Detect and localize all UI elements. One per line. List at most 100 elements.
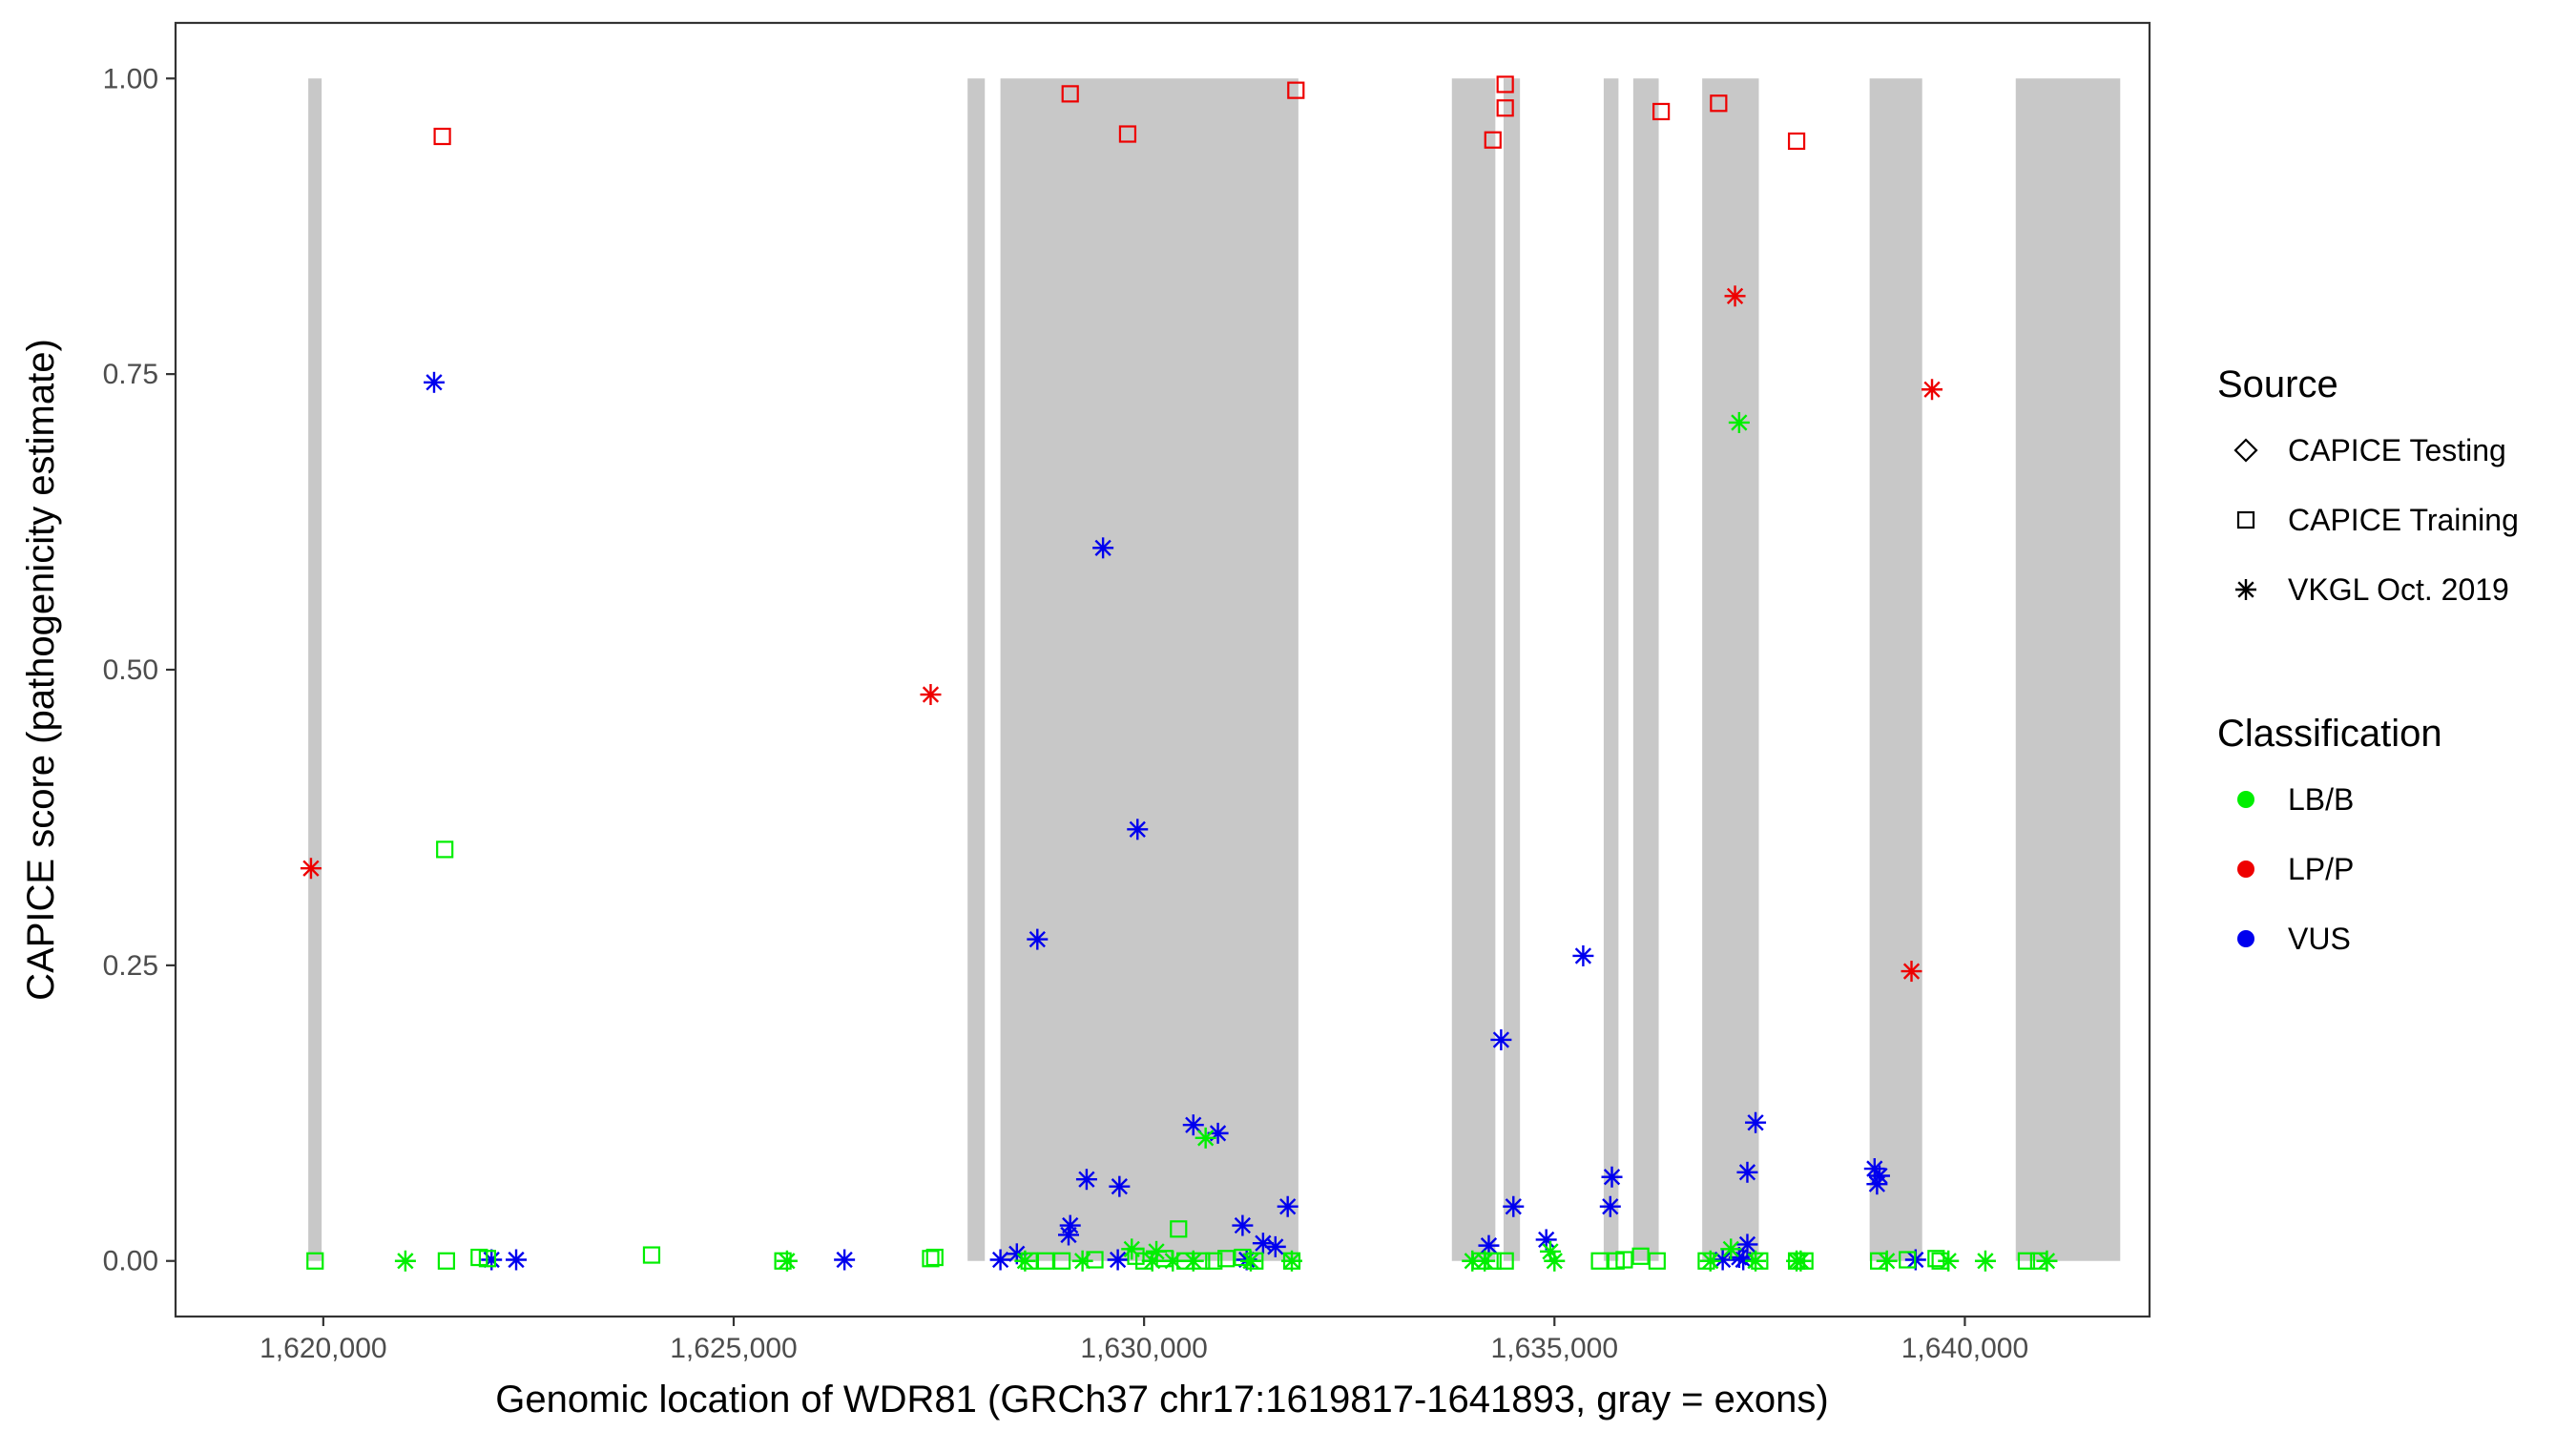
legend-source-label: CAPICE Training	[2288, 503, 2519, 537]
x-axis-title: Genomic location of WDR81 (GRCh37 chr17:…	[495, 1379, 1828, 1421]
point-lb-b-capice-training	[1590, 1252, 1609, 1270]
legend-source-title: Source	[2217, 363, 2338, 405]
point-lp-p-vkgl-oct-2019	[1724, 285, 1746, 307]
legend-classification-title: Classification	[2217, 713, 2442, 755]
point-lp-p-capice-training	[1118, 125, 1137, 143]
point-vus-vkgl-oct-2019	[1252, 1233, 1274, 1255]
point-vus-vkgl-oct-2019	[1277, 1195, 1298, 1217]
point-lp-p-capice-training	[1787, 132, 1806, 151]
point-lb-b-vkgl-oct-2019	[1876, 1250, 1898, 1272]
point-vus-vkgl-oct-2019	[1264, 1235, 1286, 1257]
x-tick-label: 1,630,000	[1080, 1333, 1207, 1364]
point-vus-vkgl-oct-2019	[834, 1249, 856, 1271]
exon-band	[1632, 78, 1659, 1261]
point-vus-vkgl-oct-2019	[1027, 928, 1049, 950]
point-vus-vkgl-oct-2019	[423, 371, 445, 393]
legend: Source CAPICE Testing CAPICE Training VKGL…	[2217, 363, 2519, 956]
point-vus-vkgl-oct-2019	[1490, 1028, 1512, 1050]
point-lb-b-vkgl-oct-2019	[1544, 1250, 1566, 1272]
point-vus-vkgl-oct-2019	[989, 1249, 1011, 1271]
point-vus-vkgl-oct-2019	[1572, 944, 1594, 966]
point-lb-b-vkgl-oct-2019	[1474, 1250, 1496, 1272]
point-lb-b-vkgl-oct-2019	[1938, 1250, 1960, 1272]
y-axis-title: CAPICE score (pathogenicity estimate)	[20, 339, 62, 1001]
point-lb-b-capice-training	[1170, 1220, 1188, 1238]
point-lb-b-capice-training	[1205, 1252, 1223, 1270]
point-vus-vkgl-oct-2019	[1057, 1224, 1079, 1246]
legend-source-items: CAPICE Testing CAPICE Training VKGL Oct. 2…	[2233, 433, 2519, 607]
point-lp-p-capice-training	[1496, 75, 1514, 93]
point-lb-b-vkgl-oct-2019	[1071, 1250, 1093, 1272]
point-lp-p-capice-training	[1652, 102, 1671, 121]
point-lb-b-vkgl-oct-2019	[1728, 411, 1750, 433]
y-axis: 0.00 0.25 0.50 0.75 1.00	[103, 63, 176, 1277]
legend-key-square	[2236, 510, 2255, 529]
exon-band	[2015, 78, 2121, 1261]
point-lp-p-vkgl-oct-2019	[920, 684, 942, 706]
legend-key-diamond	[2233, 438, 2258, 463]
point-lb-b-vkgl-oct-2019	[2036, 1250, 2058, 1272]
legend-source-label: CAPICE Testing	[2288, 433, 2506, 467]
point-vus-vkgl-oct-2019	[1503, 1195, 1525, 1217]
point-lb-b-capice-training	[437, 1252, 455, 1270]
point-vus-vkgl-oct-2019	[1107, 1249, 1129, 1271]
exon-band	[1451, 78, 1496, 1261]
point-vus-vkgl-oct-2019	[1127, 819, 1149, 840]
exon-band	[1702, 78, 1759, 1261]
point-lb-b-capice-training	[1086, 1251, 1104, 1269]
point-vus-vkgl-oct-2019	[1601, 1166, 1623, 1188]
point-vus-vkgl-oct-2019	[1736, 1161, 1758, 1183]
point-vus-vkgl-oct-2019	[1075, 1169, 1097, 1191]
point-lb-b-vkgl-oct-2019	[1141, 1250, 1163, 1272]
point-lb-b-vkgl-oct-2019	[1745, 1250, 1767, 1272]
point-lb-b-vkgl-oct-2019	[1162, 1250, 1184, 1272]
y-tick-label: 0.00	[103, 1246, 158, 1277]
x-axis: 1,620,000 1,625,000 1,630,000 1,635,000 1,64…	[260, 1317, 2028, 1364]
point-lb-b-vkgl-oct-2019	[1790, 1250, 1812, 1272]
point-lb-b-vkgl-oct-2019	[1720, 1238, 1742, 1260]
plot-area	[174, 21, 2151, 1318]
point-lb-b-vkgl-oct-2019	[1182, 1250, 1204, 1272]
point-lp-p-capice-training	[433, 127, 451, 146]
point-lb-b-capice-training	[1496, 1252, 1514, 1270]
point-lp-p-capice-training	[1484, 131, 1502, 149]
point-lb-b-capice-training	[478, 1250, 497, 1268]
legend-key-asterisk	[2235, 579, 2256, 600]
point-lp-p-vkgl-oct-2019	[1901, 961, 1922, 983]
point-lb-b-vkgl-oct-2019	[1195, 1127, 1216, 1149]
point-lb-b-vkgl-oct-2019	[1699, 1250, 1721, 1272]
point-lb-b-capice-training	[1899, 1251, 1917, 1269]
point-lb-b-capice-training	[1927, 1250, 1945, 1268]
legend-classification-label: LP/P	[2288, 852, 2354, 886]
point-vus-vkgl-oct-2019	[1866, 1173, 1888, 1195]
legend-classification-items: LB/B LP/P VUS	[2237, 782, 2354, 956]
exon-band	[1603, 78, 1619, 1261]
point-lp-p-capice-training	[1496, 99, 1514, 117]
point-lb-b-vkgl-oct-2019	[1280, 1250, 1302, 1272]
legend-source-label: VKGL Oct. 2019	[2288, 572, 2509, 607]
y-tick-label: 0.50	[103, 654, 158, 686]
legend-classification-label: VUS	[2288, 922, 2351, 956]
point-vus-vkgl-oct-2019	[1232, 1214, 1254, 1236]
point-lb-b-capice-training	[2017, 1252, 2036, 1270]
point-lp-p-capice-training	[1061, 85, 1079, 103]
point-lb-b-capice-training	[1053, 1252, 1071, 1270]
exon-band	[1000, 78, 1298, 1261]
point-vus-vkgl-oct-2019	[506, 1249, 528, 1271]
point-lb-b-capice-training	[642, 1246, 661, 1264]
legend-key-dot	[2237, 791, 2254, 808]
x-tick-label: 1,625,000	[670, 1333, 797, 1364]
point-vus-vkgl-oct-2019	[1092, 537, 1114, 559]
exon-bands	[308, 78, 2121, 1261]
point-lb-b-capice-training	[1615, 1251, 1633, 1269]
point-lp-p-capice-training	[1287, 81, 1305, 99]
y-tick-label: 0.25	[103, 950, 158, 982]
point-lb-b-vkgl-oct-2019	[1239, 1250, 1261, 1272]
data-points	[300, 75, 2058, 1272]
legend-classification-label: LB/B	[2288, 782, 2354, 817]
y-tick-label: 1.00	[103, 63, 158, 94]
point-lb-b-vkgl-oct-2019	[1121, 1238, 1143, 1260]
point-lb-b-capice-training	[306, 1252, 324, 1270]
legend-key-dot	[2237, 861, 2254, 878]
